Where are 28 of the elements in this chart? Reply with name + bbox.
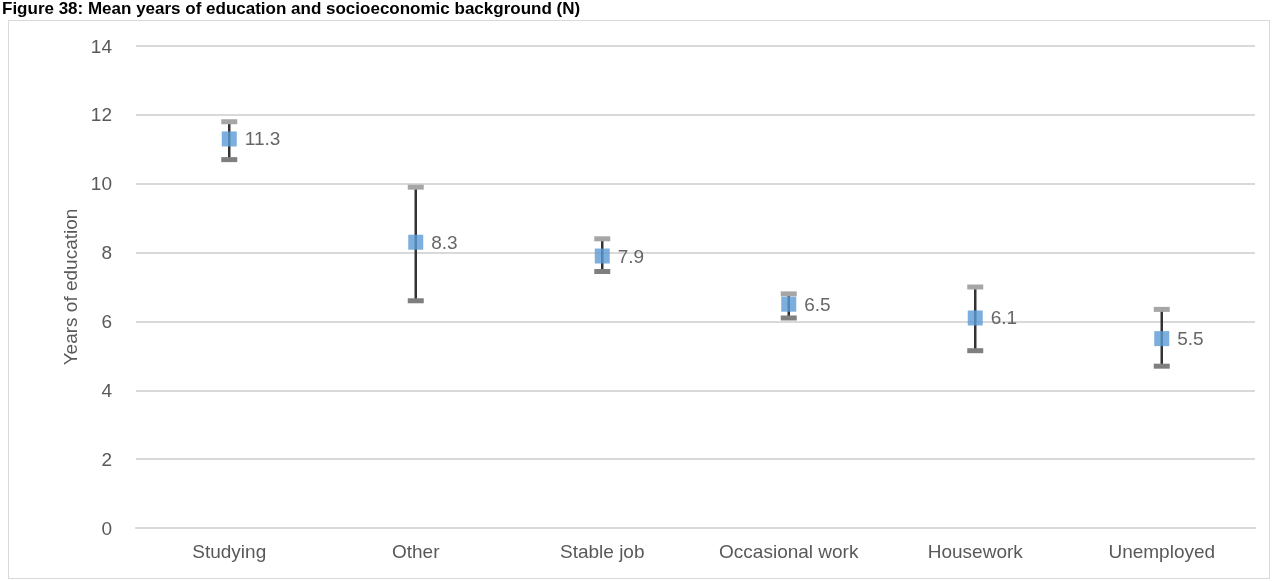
data-label: 7.9 <box>617 245 645 267</box>
y-tick-label: 14 <box>90 35 113 57</box>
y-tick-label: 12 <box>90 104 112 126</box>
point <box>408 234 424 250</box>
y-tick-label: 8 <box>101 242 112 264</box>
chart-title: Figure 38: Mean years of education and socioeconomic background (N) <box>2 0 581 18</box>
y-tick-label: 0 <box>101 517 112 539</box>
data-label: 5.5 <box>1177 328 1204 350</box>
point <box>781 296 797 312</box>
y-tick-label: 10 <box>90 173 112 195</box>
point <box>1154 331 1170 347</box>
point <box>221 131 237 147</box>
x-tick-label: Unemployed <box>1108 541 1216 562</box>
x-tick-label: Housework <box>927 541 1024 562</box>
data-label: 11.3 <box>244 128 281 150</box>
data-label: 8.3 <box>431 231 458 253</box>
y-tick-label: 2 <box>101 448 112 470</box>
data-label: 6.1 <box>990 307 1018 329</box>
y-tick-label: 6 <box>101 310 112 332</box>
x-tick-label: Stable job <box>559 541 645 562</box>
x-tick-label: Occasional work <box>719 541 859 562</box>
x-tick-label: Other <box>391 541 441 562</box>
data-label: 6.5 <box>804 293 831 315</box>
point <box>967 310 983 326</box>
point <box>594 248 610 264</box>
x-tick-label: Studying <box>192 541 267 562</box>
y-tick-label: 4 <box>101 379 113 401</box>
y-axis-title: Years of education <box>59 208 81 366</box>
